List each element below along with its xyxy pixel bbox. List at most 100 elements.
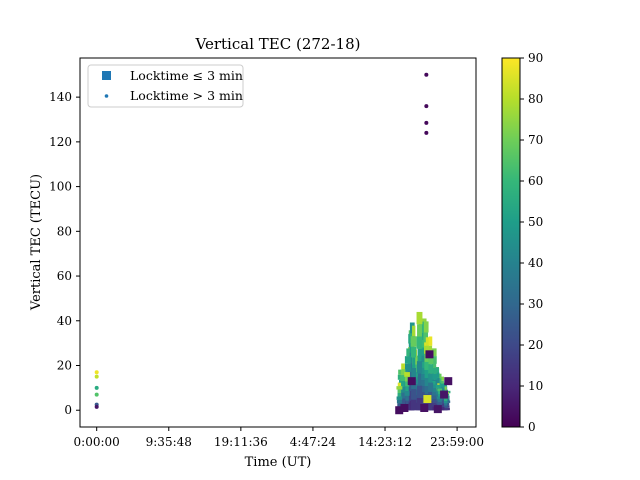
track-segment: [438, 383, 445, 387]
data-point-dot: [94, 392, 99, 397]
y-axis-label: Vertical TEC (TECU): [29, 174, 44, 311]
track-segment: [411, 389, 417, 400]
track-segment: [400, 398, 406, 405]
track-segment: [412, 325, 416, 337]
legend: Locktime ≤ 3 min Locktime > 3 min: [87, 64, 244, 108]
x-tick-label: 23:59:00: [430, 435, 484, 449]
track-segment: [435, 377, 440, 384]
track-segment: [420, 329, 427, 342]
data-point-square: [425, 350, 434, 359]
track-segment: [444, 403, 448, 406]
points-layer: [94, 72, 453, 415]
plot-area: [94, 72, 453, 415]
track-segment: [400, 386, 406, 393]
track-segment: [436, 396, 443, 400]
track-segment: [416, 336, 423, 349]
track-segment: [443, 405, 448, 408]
track-segment: [427, 354, 434, 365]
y-tick-label: 40: [57, 314, 72, 328]
track-segment: [410, 399, 417, 411]
data-point-square: [433, 405, 442, 414]
track-segment: [435, 372, 440, 378]
track-segment: [400, 369, 406, 376]
data-point-square: [400, 403, 409, 412]
data-point-square: [420, 403, 429, 412]
track-segment: [421, 355, 426, 364]
track-segment: [437, 399, 442, 403]
legend-marker-square: [102, 71, 111, 80]
track-segment: [398, 369, 404, 375]
track-segment: [437, 402, 443, 405]
x-axis: 0:00:00 9:35:48 19:11:36 4:47:24 14:23:12 23:…: [74, 427, 484, 449]
track-segment: [428, 373, 433, 383]
x-axis-label: Time (UT): [245, 455, 312, 470]
data-point-square: [440, 390, 449, 399]
y-axis: 0 20 40 60 80 100 120 140: [49, 90, 80, 417]
track-segment: [434, 386, 440, 391]
track-segment: [420, 367, 425, 375]
track-segment: [431, 395, 437, 400]
track-segment: [420, 361, 426, 368]
colorbar-tick-label: 10: [528, 379, 543, 393]
track-segment: [404, 363, 411, 372]
track-segment: [404, 376, 410, 382]
track-segment: [396, 396, 403, 400]
track-segment: [427, 382, 434, 392]
track-segment: [396, 399, 402, 404]
chart-title: Vertical TEC (272-18): [195, 35, 361, 53]
track-segment: [438, 380, 444, 386]
y-tick-label: 60: [57, 269, 72, 283]
track-segment: [416, 361, 423, 374]
track-segment: [409, 362, 414, 372]
data-point-dot: [94, 374, 99, 379]
track-segment: [427, 364, 433, 374]
plot-frame: [79, 57, 477, 428]
data-point-square: [395, 406, 404, 415]
track-segment: [417, 373, 422, 386]
track-segment: [400, 375, 406, 381]
track-segment: [406, 348, 410, 357]
track-segment: [420, 347, 426, 356]
colorbar-tick-label: 60: [528, 174, 543, 188]
y-tick-label: 140: [49, 90, 72, 104]
data-point-dot: [94, 404, 99, 409]
y-tick-label: 80: [57, 224, 72, 238]
data-point-square: [407, 377, 416, 386]
track-segment: [401, 380, 405, 387]
colorbar-tick-label: 50: [528, 215, 543, 229]
track-segment: [405, 395, 409, 401]
track-segment: [404, 391, 410, 396]
data-point-dot: [424, 72, 429, 77]
track-segment: [431, 380, 436, 385]
track-segment: [416, 385, 423, 398]
track-segment: [428, 336, 433, 346]
track-segment: [437, 388, 442, 392]
x-tick-label: 9:35:48: [146, 435, 192, 449]
track-segment: [397, 389, 402, 394]
track-segment: [428, 345, 433, 355]
dense-tracks-layer: [396, 311, 451, 411]
track-segment: [410, 336, 417, 347]
legend-box: [87, 64, 244, 108]
track-segment: [431, 391, 437, 396]
track-segment: [431, 373, 438, 380]
track-segment: [430, 384, 437, 389]
track-segment: [443, 398, 448, 401]
data-point-square: [444, 377, 453, 386]
x-tick-label: 0:00:00: [74, 435, 120, 449]
track-segment: [417, 348, 422, 362]
track-segment: [428, 401, 433, 411]
track-segment: [420, 380, 426, 387]
track-segment: [424, 386, 429, 395]
track-segment: [405, 386, 409, 392]
data-point-dot: [94, 385, 99, 390]
y-tick-label: 100: [49, 180, 72, 194]
track-segment: [442, 386, 447, 390]
track-segment: [404, 372, 410, 377]
legend-label-short-locktime: Locktime ≤ 3 min: [130, 68, 243, 83]
track-segment: [444, 400, 451, 403]
colorbar-tick-label: 0: [528, 420, 536, 434]
colorbar-tick-label: 20: [528, 338, 543, 352]
track-segment: [431, 402, 437, 407]
